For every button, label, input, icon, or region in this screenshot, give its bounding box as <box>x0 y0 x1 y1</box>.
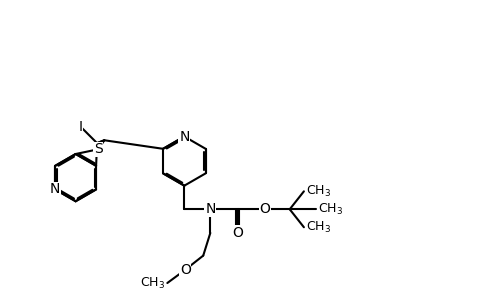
Text: N: N <box>205 202 215 216</box>
Text: I: I <box>79 120 83 133</box>
Text: CH$_3$: CH$_3$ <box>140 275 165 290</box>
Text: O: O <box>180 263 191 277</box>
Text: S: S <box>94 142 103 156</box>
Text: N: N <box>179 130 189 143</box>
Text: CH$_3$: CH$_3$ <box>318 202 343 217</box>
Text: O: O <box>232 226 243 240</box>
Text: CH$_3$: CH$_3$ <box>306 184 331 199</box>
Text: N: N <box>50 183 61 196</box>
Text: O: O <box>260 202 271 216</box>
Text: CH$_3$: CH$_3$ <box>306 220 331 235</box>
